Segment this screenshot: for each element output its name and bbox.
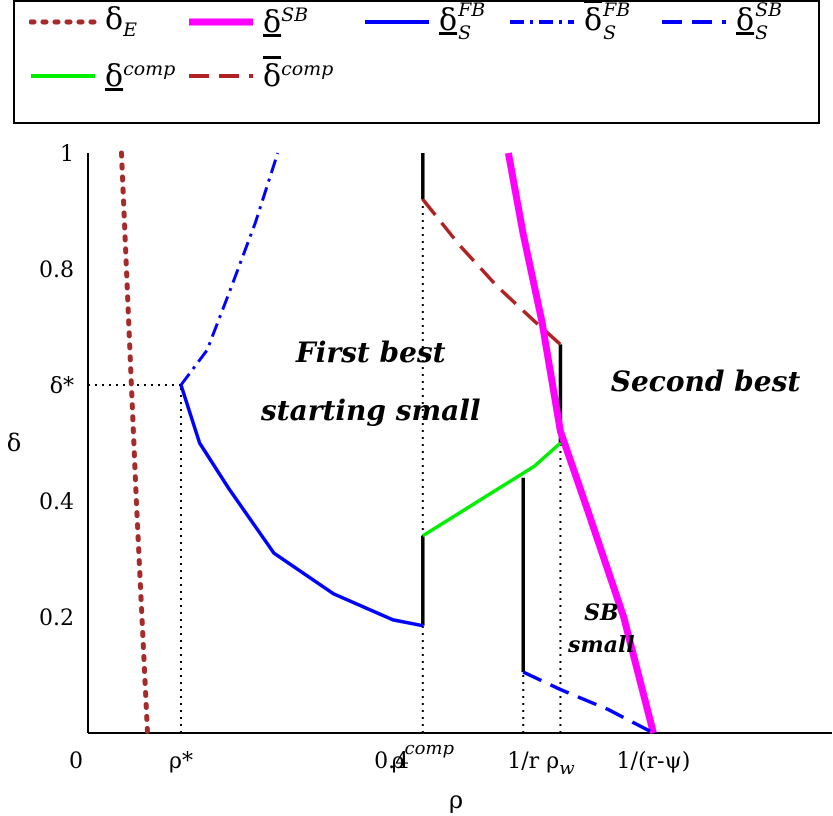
y-tick-label-3: 0.8 [39,258,74,283]
legend-label-deltaSB_low: δSB [263,6,308,38]
y-axis-label: δ [7,429,21,457]
x-tick-label-4: 1/r [507,749,539,774]
legend-item-deltaFB_S_low: δ FB S [363,1,485,43]
x-tick-label-3: ρ* [169,749,193,774]
annotation-0: First best [295,336,446,369]
legend-subscript: S [603,22,617,44]
x-tick-script-2: comp [405,738,455,759]
y-tick-label-1: 0.4 [39,490,74,515]
series-deltacomp_up [421,198,562,346]
x-tick-label-5: ρw [546,749,575,779]
y-tick-label-0: 0.2 [39,606,74,631]
legend-symbol: δ [105,59,124,94]
legend-swatch-deltaFB_S_low [365,20,429,24]
legend-symbol: δ [584,3,603,38]
legend-item-deltacomp_low: δcomp [29,56,175,96]
series-deltaFB_S_low [179,384,424,628]
legend-label-deltaSB_S_low: δ SB S [736,1,782,43]
legend-symbol: δ [105,1,124,37]
legend-superscript: comp [123,58,176,80]
legend-superscript: SB [281,4,309,26]
legend-superscript: FB [458,0,486,21]
y-tick-label-2: δ* [50,374,74,399]
legend-swatch-deltacomp_low [31,74,95,78]
series-deltaSB_low [504,152,657,734]
legend-item-deltaFB_S_up: δ FB S [508,1,630,43]
annotation-1: starting small [260,394,481,427]
x-tick-script-5: w [559,758,575,779]
legend-scripts: SB S [755,1,782,43]
annotation-3: SB [584,600,618,626]
legend-item-deltaSB_low: δSB [187,2,308,42]
legend-swatch-deltacomp_up [189,74,253,78]
series-deltaE [118,150,151,736]
legend-item-deltacomp_up: δcomp [187,56,333,96]
legend-symbol: δ [263,5,282,40]
legend-subscript: S [458,22,472,44]
legend-item-deltaE: δE [29,2,137,42]
legend-scripts: FB S [603,1,630,43]
legend-symbol: δ [439,3,458,38]
x-tick-label-0: 0 [69,749,83,774]
legend-subscript: S [755,22,769,44]
legend-swatch-deltaFB_S_up [510,20,574,24]
series-deltaFB_S_up [179,152,280,386]
legend-label-deltaFB_S_low: δ FB S [439,1,485,43]
legend-superscript: comp [281,58,334,80]
legend-superscript: FB [603,0,631,21]
legend-label-deltacomp_low: δcomp [105,60,175,92]
legend-item-deltaSB_S_low: δ SB S [660,1,782,43]
legend-swatch-deltaSB_S_low [662,20,726,24]
x-tick-label-2: ρcomp [392,738,455,774]
x-axis-label: ρ [449,786,463,814]
legend-superscript: SB [755,0,783,21]
legend-label-deltaFB_S_up: δ FB S [584,1,630,43]
annotation-2: Second best [611,365,801,398]
legend-swatch-deltaE [29,19,97,25]
legend-swatch-deltaSB_low [189,18,253,26]
legend-label-deltacomp_up: δcomp [263,60,333,92]
annotation-4: small [567,632,635,658]
x-tick-label-1: 0.4 [374,749,409,774]
legend-symbol: δ [263,59,282,94]
legend-symbol: δ [736,3,755,38]
legend-subscript: E [123,18,137,41]
series-deltaSB_S_low [522,670,655,735]
legend-label-deltaE: δE [105,1,137,41]
series-deltacomp_low [421,441,562,538]
legend-scripts: FB S [458,1,485,43]
x-tick-label-6: 1/(r-ψ) [617,749,691,774]
y-tick-label-4: 1 [60,142,74,167]
